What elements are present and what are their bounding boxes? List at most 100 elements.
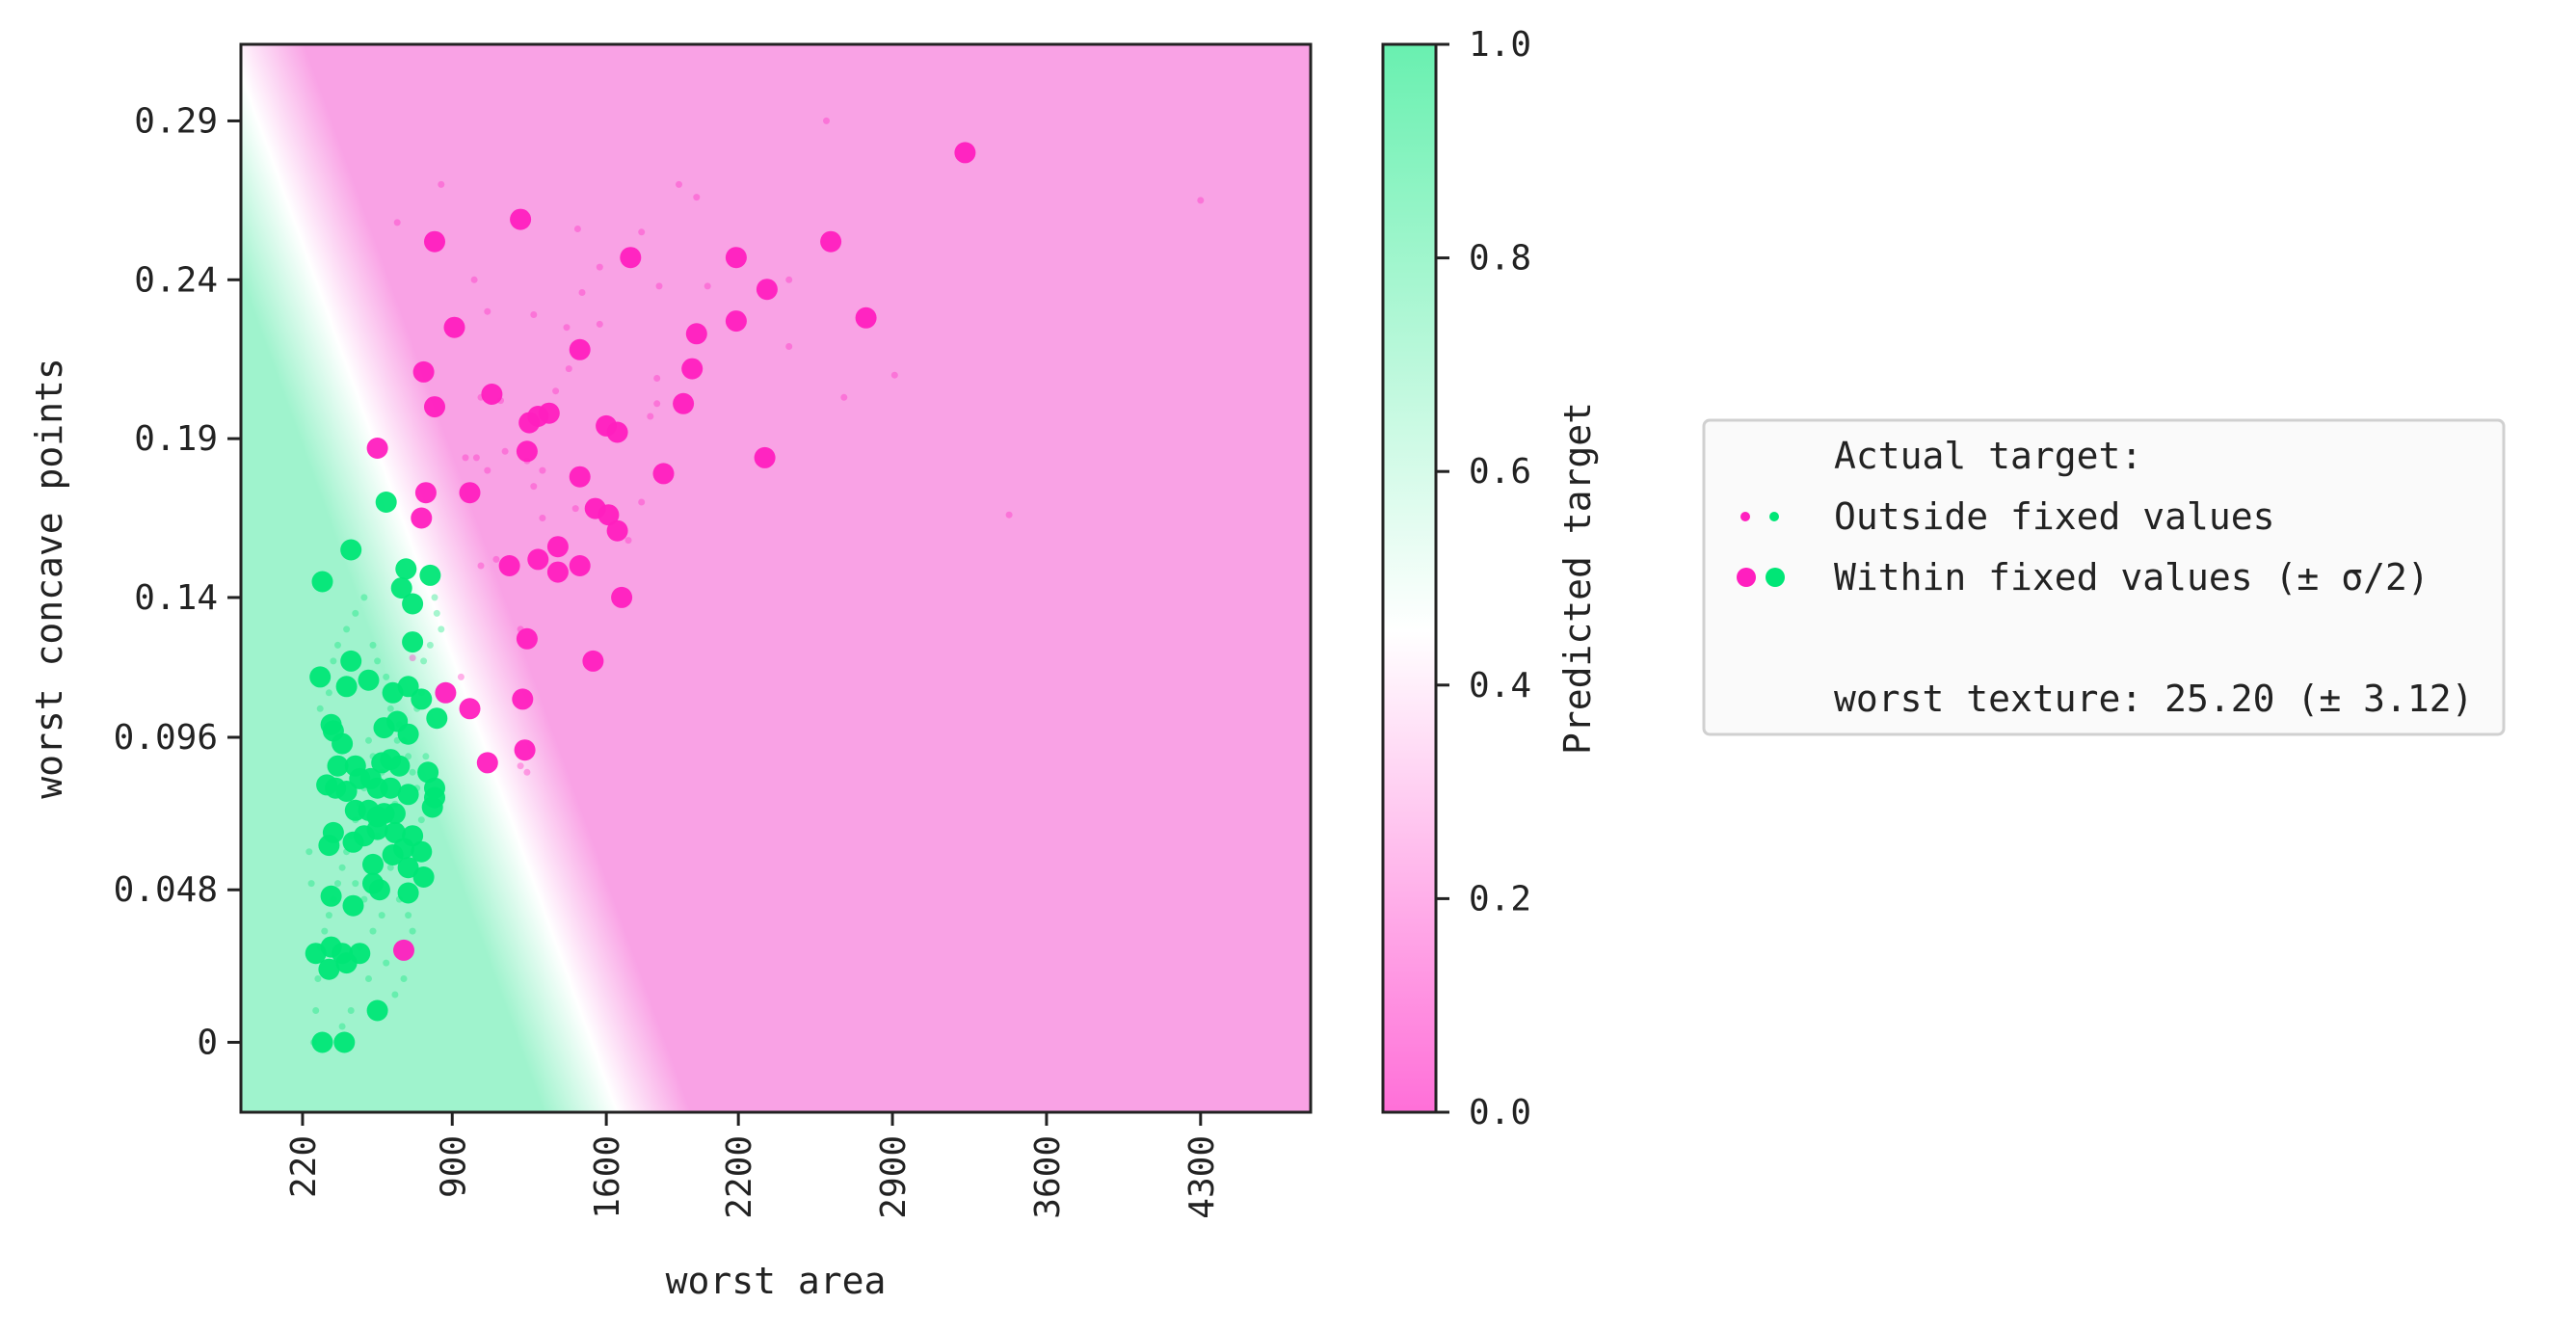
point-outside-class-0: [638, 498, 646, 506]
point-outside-class-0: [462, 454, 469, 462]
y-tick-label: 0.048: [114, 870, 218, 910]
legend-outside-label: Outside fixed values: [1834, 495, 2275, 538]
point-outside-class-0: [563, 324, 571, 332]
point-within-class-0: [954, 142, 976, 164]
legend-within-label: Within fixed values (± σ/2): [1834, 556, 2430, 599]
point-within-class-0: [411, 507, 433, 529]
point-within-class-1: [332, 732, 354, 755]
point-outside-class-1: [369, 641, 377, 649]
point-outside-class-1: [409, 768, 416, 776]
point-outside-class-0: [438, 180, 445, 188]
point-outside-class-1: [400, 975, 408, 982]
point-within-class-1: [397, 784, 419, 806]
point-within-class-0: [393, 939, 414, 961]
point-within-class-1: [318, 835, 340, 857]
point-outside-class-0: [596, 263, 603, 271]
x-axis-ticks: 220 900 1600 2200 2900 3600 4300: [284, 1112, 1222, 1219]
colorbar-label: Predicted target: [1556, 402, 1599, 755]
point-within-class-0: [498, 555, 520, 576]
point-within-class-1: [388, 755, 411, 777]
point-outside-class-0: [655, 282, 663, 290]
point-outside-class-0: [530, 311, 538, 318]
point-within-class-1: [366, 999, 388, 1022]
point-within-class-0: [569, 555, 591, 576]
point-within-class-1: [333, 1031, 356, 1053]
legend-marker-within-class-1: [1766, 568, 1785, 587]
point-outside-class-1: [330, 657, 337, 665]
point-within-class-0: [620, 247, 642, 269]
colorbar-tick-label: 0.8: [1469, 239, 1531, 279]
point-outside-class-0: [565, 365, 572, 373]
point-outside-class-1: [369, 927, 377, 935]
point-outside-class-1: [314, 975, 322, 982]
point-within-class-1: [421, 796, 443, 818]
point-outside-class-1: [431, 594, 438, 601]
x-tick-label: 1600: [588, 1135, 627, 1219]
point-outside-class-1: [343, 626, 351, 633]
point-outside-class-0: [693, 194, 701, 201]
y-tick-label: 0: [197, 1023, 218, 1062]
point-within-class-0: [512, 688, 534, 710]
point-within-class-1: [390, 577, 412, 599]
point-within-class-1: [349, 767, 371, 789]
point-within-class-1: [384, 803, 406, 825]
point-within-class-1: [397, 882, 419, 904]
scatter-points: [305, 117, 1205, 1053]
point-within-class-0: [754, 446, 776, 468]
x-tick-label: 900: [434, 1135, 473, 1198]
point-outside-class-0: [785, 343, 793, 350]
point-outside-class-0: [409, 654, 416, 662]
point-within-class-0: [435, 681, 457, 704]
point-outside-class-0: [501, 447, 509, 455]
point-within-class-0: [611, 586, 633, 608]
legend-marker-outside-class-1: [1769, 512, 1779, 521]
point-within-class-1: [309, 666, 332, 688]
point-within-class-1: [402, 593, 424, 615]
point-outside-class-0: [840, 393, 848, 401]
x-axis-label: worst area: [666, 1260, 887, 1302]
point-within-class-0: [443, 316, 465, 338]
x-tick-label: 2900: [874, 1135, 914, 1219]
point-outside-class-1: [438, 626, 445, 633]
point-within-class-1: [340, 650, 362, 672]
point-within-class-1: [426, 707, 448, 730]
point-within-class-1: [402, 631, 424, 653]
point-within-class-0: [516, 440, 538, 463]
point-within-class-0: [527, 548, 549, 571]
point-outside-class-0: [1197, 197, 1205, 204]
point-within-class-0: [725, 310, 747, 333]
point-outside-class-1: [305, 848, 313, 856]
point-within-class-1: [362, 853, 384, 875]
point-outside-class-1: [352, 609, 359, 617]
point-within-class-1: [395, 558, 417, 580]
point-within-class-0: [424, 396, 445, 418]
point-outside-class-0: [647, 413, 654, 420]
point-outside-class-0: [571, 505, 579, 513]
colorbar-tick-label: 0.2: [1469, 879, 1531, 918]
y-tick-label: 0.14: [134, 578, 218, 618]
point-outside-class-1: [334, 880, 341, 888]
point-within-class-0: [366, 438, 388, 459]
point-outside-class-1: [433, 609, 440, 617]
point-within-class-0: [546, 561, 569, 583]
point-within-class-1: [320, 885, 342, 907]
point-outside-class-0: [785, 276, 793, 283]
point-within-class-0: [476, 752, 498, 774]
point-within-class-1: [375, 492, 397, 513]
point-within-class-0: [652, 463, 675, 485]
point-within-class-0: [820, 230, 842, 253]
point-outside-class-1: [386, 864, 394, 871]
y-tick-label: 0.24: [134, 260, 218, 300]
y-tick-label: 0.29: [134, 101, 218, 141]
point-within-class-0: [412, 360, 435, 383]
point-outside-class-1: [360, 594, 368, 601]
point-outside-class-1: [383, 959, 390, 967]
point-within-class-1: [412, 866, 435, 888]
point-within-class-1: [318, 958, 340, 980]
x-tick-label: 4300: [1182, 1135, 1222, 1219]
point-within-class-0: [569, 338, 591, 360]
point-within-class-0: [725, 247, 747, 269]
point-outside-class-0: [638, 228, 646, 236]
point-within-class-1: [397, 723, 419, 745]
point-outside-class-1: [321, 927, 329, 935]
